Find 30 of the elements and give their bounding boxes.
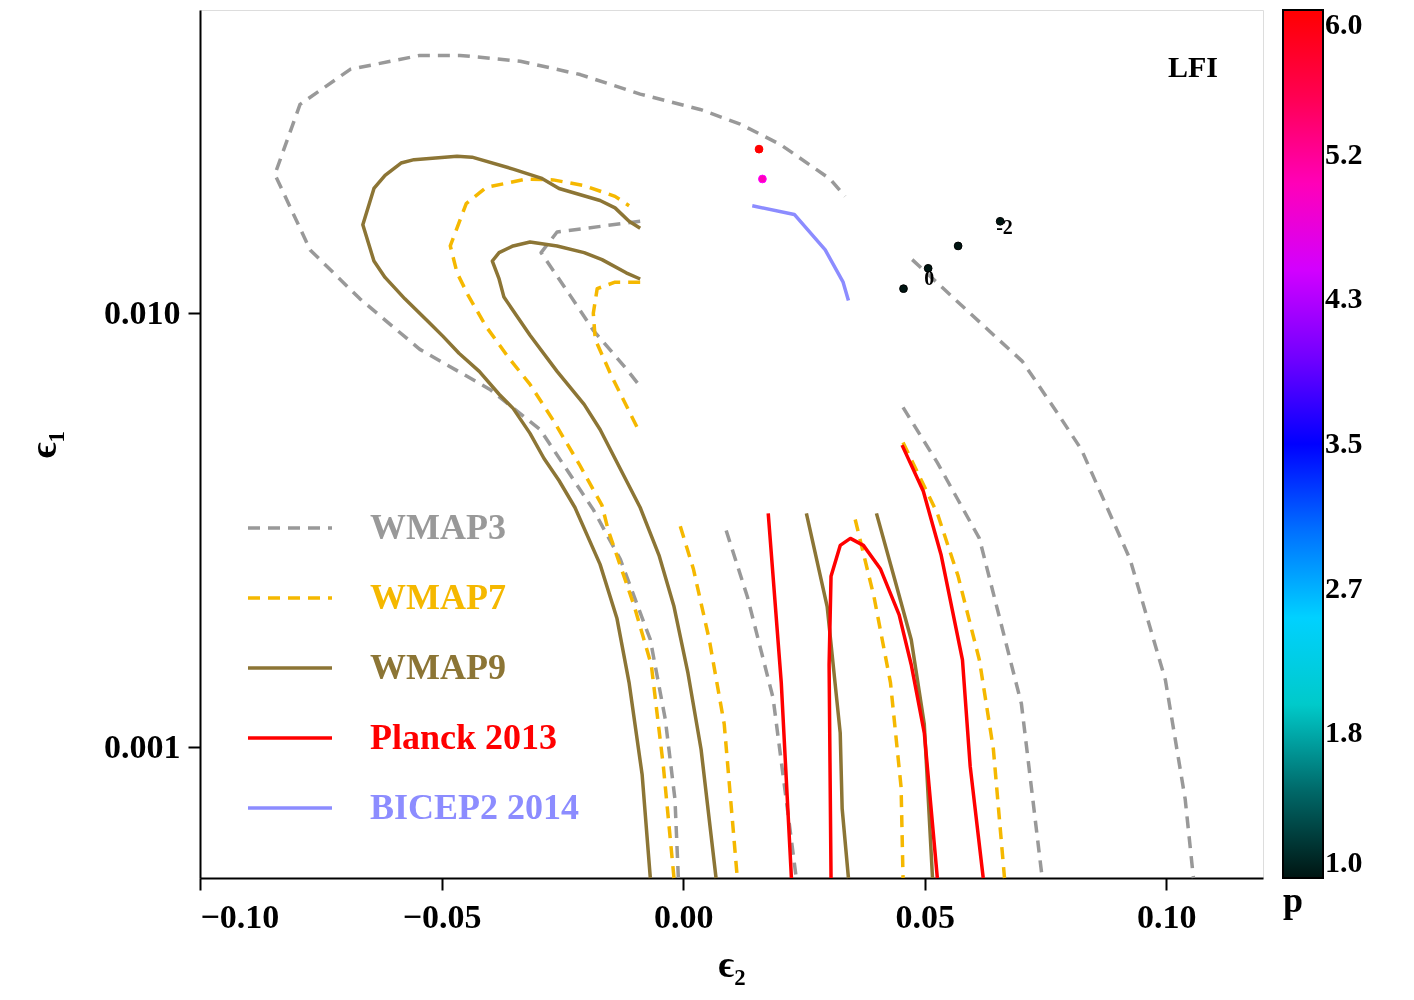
color-bar-label: 5.2 [1325,136,1363,170]
y-axis-title: ϵ₁ [22,430,64,459]
legend-label: WMAP3 [370,507,506,547]
color-bar-label: 2.7 [1325,570,1363,604]
legend-label: WMAP9 [370,647,506,687]
x-tick-label: −0.05 [402,897,482,935]
color-bar-label: 1.0 [1325,845,1363,878]
point [758,174,767,184]
legend-label: Planck 2013 [370,717,558,757]
x-tick-label: −0.10 [200,897,280,935]
line-series [750,203,851,303]
x-tick-label: 0.10 [1137,897,1197,935]
color-bar-label: 6.0 [1325,7,1363,40]
color-bar-label: 1.8 [1325,715,1363,749]
annotation: 0 [924,266,935,289]
legend-label: BICEP2 2014 [370,787,580,827]
legend-label: WMAP7 [370,577,506,617]
annotation: -2 [996,216,1013,239]
color-bar-label: 4.3 [1325,281,1363,315]
point [953,241,963,251]
y-tick-label: 0.001 [104,727,181,765]
point [754,144,764,154]
y-tick-label: 0.010 [104,293,181,331]
x-axis-title: ϵ₂ [718,942,746,985]
color-bar-title: p [1283,880,1304,920]
annotation: LFI [1167,50,1218,83]
x-tick-label: 0.00 [653,897,714,935]
point [899,284,908,294]
x-tick-label: 0.05 [895,897,956,935]
color-bar-label: 3.5 [1325,426,1363,459]
